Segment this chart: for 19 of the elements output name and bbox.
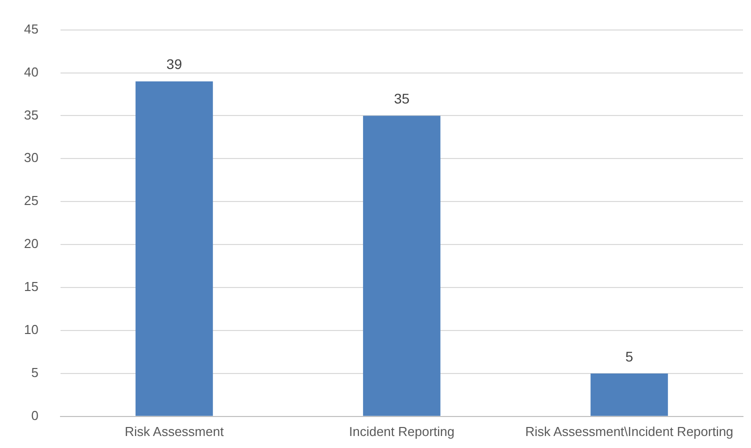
bar	[590, 373, 668, 416]
y-tick-label: 5	[31, 365, 38, 380]
y-tick-label: 45	[24, 21, 38, 36]
x-tick-label: Risk Assessment	[124, 424, 224, 439]
bar	[363, 116, 440, 416]
data-label: 5	[625, 348, 634, 364]
data-label: 35	[394, 90, 410, 107]
y-tick-label: 0	[31, 408, 38, 423]
x-tick-label: Risk Assessment\Incident Reporting	[525, 424, 734, 439]
y-tick-label: 25	[24, 193, 38, 208]
y-tick-label: 10	[24, 322, 38, 338]
y-tick-label: 30	[24, 150, 38, 166]
y-tick-label: 20	[24, 236, 38, 252]
y-tick-label: 35	[24, 107, 38, 122]
data-label: 39	[166, 56, 182, 72]
bar	[136, 81, 213, 416]
y-tick-label: 15	[24, 279, 38, 294]
x-tick-label: Incident Reporting	[348, 424, 454, 439]
y-tick-label: 40	[24, 64, 38, 80]
